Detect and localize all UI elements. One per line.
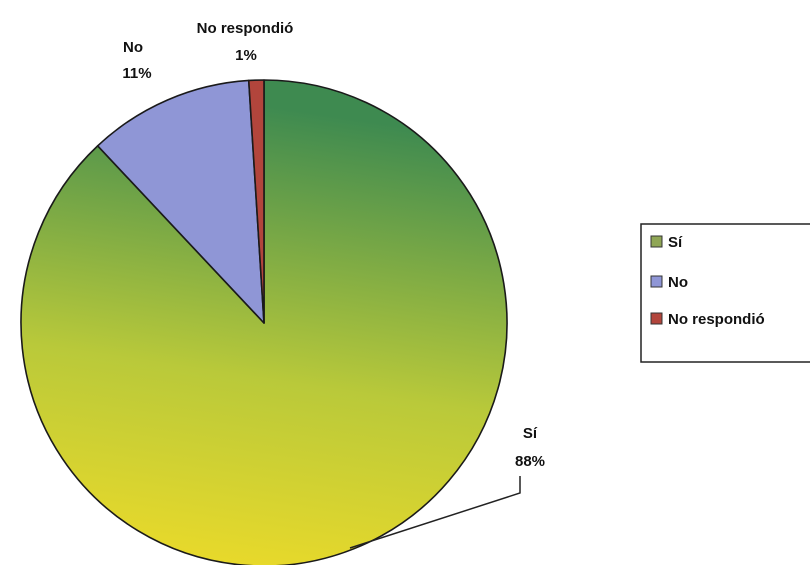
legend-item-si: Sí [650,234,683,251]
legend-item-no: No [650,274,688,291]
legend-swatch-no-respondio [650,312,663,325]
slice-label-no-pct: 11% [122,65,151,82]
pie-slices [20,79,508,565]
slice-label-nr-pct: 1% [235,47,257,64]
slice-label-no-name: No [123,39,143,56]
pie-slice-no-respondio [247,79,265,324]
pie-slice-si [20,79,508,565]
legend-swatch-si [650,235,663,248]
slice-label-nr-name: No respondió [197,20,294,37]
slice-label-si-name: Sí [523,425,538,442]
slice-label-si-pct: 88% [515,453,545,470]
pie-slice-no [96,79,265,324]
legend-item-no-respondio: No respondió [650,311,765,328]
legend-swatch-no [650,275,663,288]
legend-label-no-respondio: No respondió [668,311,765,328]
legend-label-no: No [668,274,688,291]
pie-labels: Sí 88% No 11% No respondió 1% [122,20,545,549]
leader-line-si [349,476,521,549]
chart-legend: Sí No No respondió [640,223,810,363]
legend-label-si: Sí [668,234,683,251]
legend-box [640,223,810,363]
